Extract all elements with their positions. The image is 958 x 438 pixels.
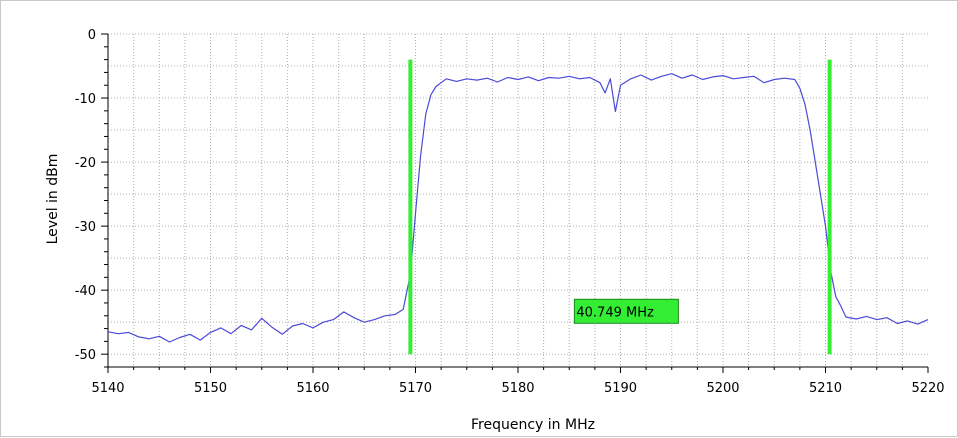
annotation-layer: 40.749 MHz: [573, 298, 679, 324]
y-tick-label: -40: [75, 284, 96, 299]
marker-layer: [408, 59, 832, 355]
x-tick-label: 5170: [399, 381, 432, 396]
x-tick-label: 5180: [501, 381, 534, 396]
x-tick-label: 5210: [809, 381, 842, 396]
spectrum-line: [107, 73, 929, 343]
series-layer: [107, 73, 929, 343]
grid: [108, 33, 928, 367]
axes: 5140 5150 5160 5170 5180 5190 5200 5210 5220 0 -10…: [75, 28, 945, 396]
y-axis-title: Level in dBm: [45, 154, 61, 245]
x-tick-label: 5150: [194, 381, 227, 396]
y-tick-label: -20: [75, 156, 96, 171]
x-tick-label: 5140: [91, 381, 124, 396]
x-tick-label: 5200: [706, 381, 739, 396]
y-tick-label: -30: [75, 220, 96, 235]
x-axis-title: Frequency in MHz: [471, 417, 595, 433]
x-tick-label: 5220: [911, 381, 944, 396]
y-tick-label: -10: [75, 92, 96, 107]
x-tick-label: 5160: [296, 381, 329, 396]
bandwidth-label: 40.749 MHz: [576, 305, 654, 320]
y-tick-label: 0: [88, 28, 96, 43]
x-tick-label: 5190: [604, 381, 637, 396]
y-tick-label: -50: [75, 348, 96, 363]
bandwidth-label-box: [573, 298, 679, 324]
